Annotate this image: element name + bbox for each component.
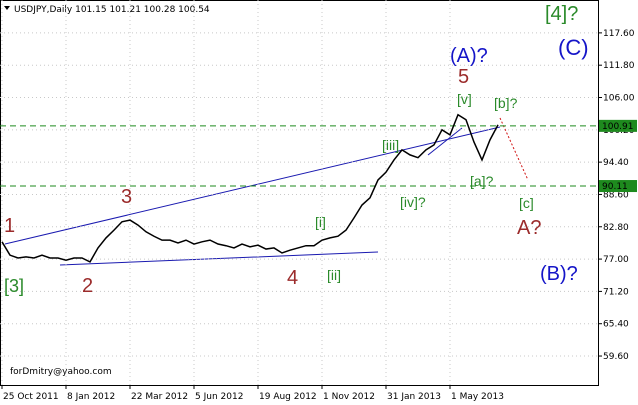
wave-label: 2 [82, 275, 93, 297]
y-tick-label: 111.80 [603, 61, 635, 71]
x-tick-label: 1 May 2013 [451, 392, 504, 402]
wave-label: (A)? [450, 45, 488, 67]
y-tick-label: 82.80 [603, 223, 629, 233]
wave-label: [a]? [470, 173, 494, 189]
level-label: 90.11 [602, 182, 628, 192]
wave-label: A? [517, 217, 541, 239]
wave-label: [b]? [494, 95, 518, 111]
x-tick-label: 8 Jan 2012 [67, 392, 115, 402]
x-tick-label: 1 Nov 2012 [323, 392, 375, 402]
level-label-box [599, 180, 637, 193]
menu-triangle [4, 6, 10, 10]
lower-channel-line [59, 251, 379, 266]
chart-title: USDJPY,Daily 101.15 101.21 100.28 100.54 [14, 5, 210, 15]
y-tick-label: 117.60 [603, 29, 635, 39]
credit: forDmitry@yahoo.com [10, 367, 112, 377]
y-tick-label: 106.00 [603, 94, 635, 104]
wave-label: 3 [121, 186, 132, 208]
y-tick-label: 59.60 [603, 352, 629, 362]
wave-label: [iv]? [400, 194, 426, 210]
x-tick-label: 31 Jan 2013 [387, 392, 441, 402]
wave-label: 4 [287, 267, 298, 289]
y-tick-label: 71.20 [603, 287, 629, 297]
wave-label: (B)? [540, 263, 578, 285]
upper-channel-line [4, 126, 501, 245]
wave-label: 1 [4, 215, 15, 237]
x-tick-label: 25 Oct 2011 [3, 392, 59, 402]
forecast-line [499, 117, 529, 181]
wave-label: [ii] [327, 267, 341, 283]
x-tick-label: 19 Aug 2012 [259, 392, 317, 402]
wave-label: [i] [315, 214, 326, 230]
small-trend-line [427, 127, 463, 156]
x-tick-label: 22 Mar 2012 [131, 392, 188, 402]
wave-label: [iii] [382, 137, 399, 153]
level-label: 100.91 [602, 122, 634, 132]
y-tick-label: 88.60 [603, 190, 629, 200]
wave-label: [4]? [545, 3, 578, 25]
price-line [1, 113, 499, 263]
y-tick-label: 77.00 [603, 255, 629, 265]
wave-label: (C) [558, 35, 589, 60]
level-label-box [599, 119, 637, 132]
wave-label: 5 [458, 66, 469, 88]
wave-label: [v] [457, 91, 472, 107]
y-tick-label: 65.40 [603, 320, 629, 330]
x-tick-label: 5 Jun 2012 [195, 392, 243, 402]
wave-label: [c] [519, 195, 534, 211]
wave-label: [3] [4, 276, 24, 296]
plot-frame [0, 0, 599, 386]
trend-lines [4, 117, 529, 266]
y-tick-label: 94.40 [603, 158, 629, 168]
